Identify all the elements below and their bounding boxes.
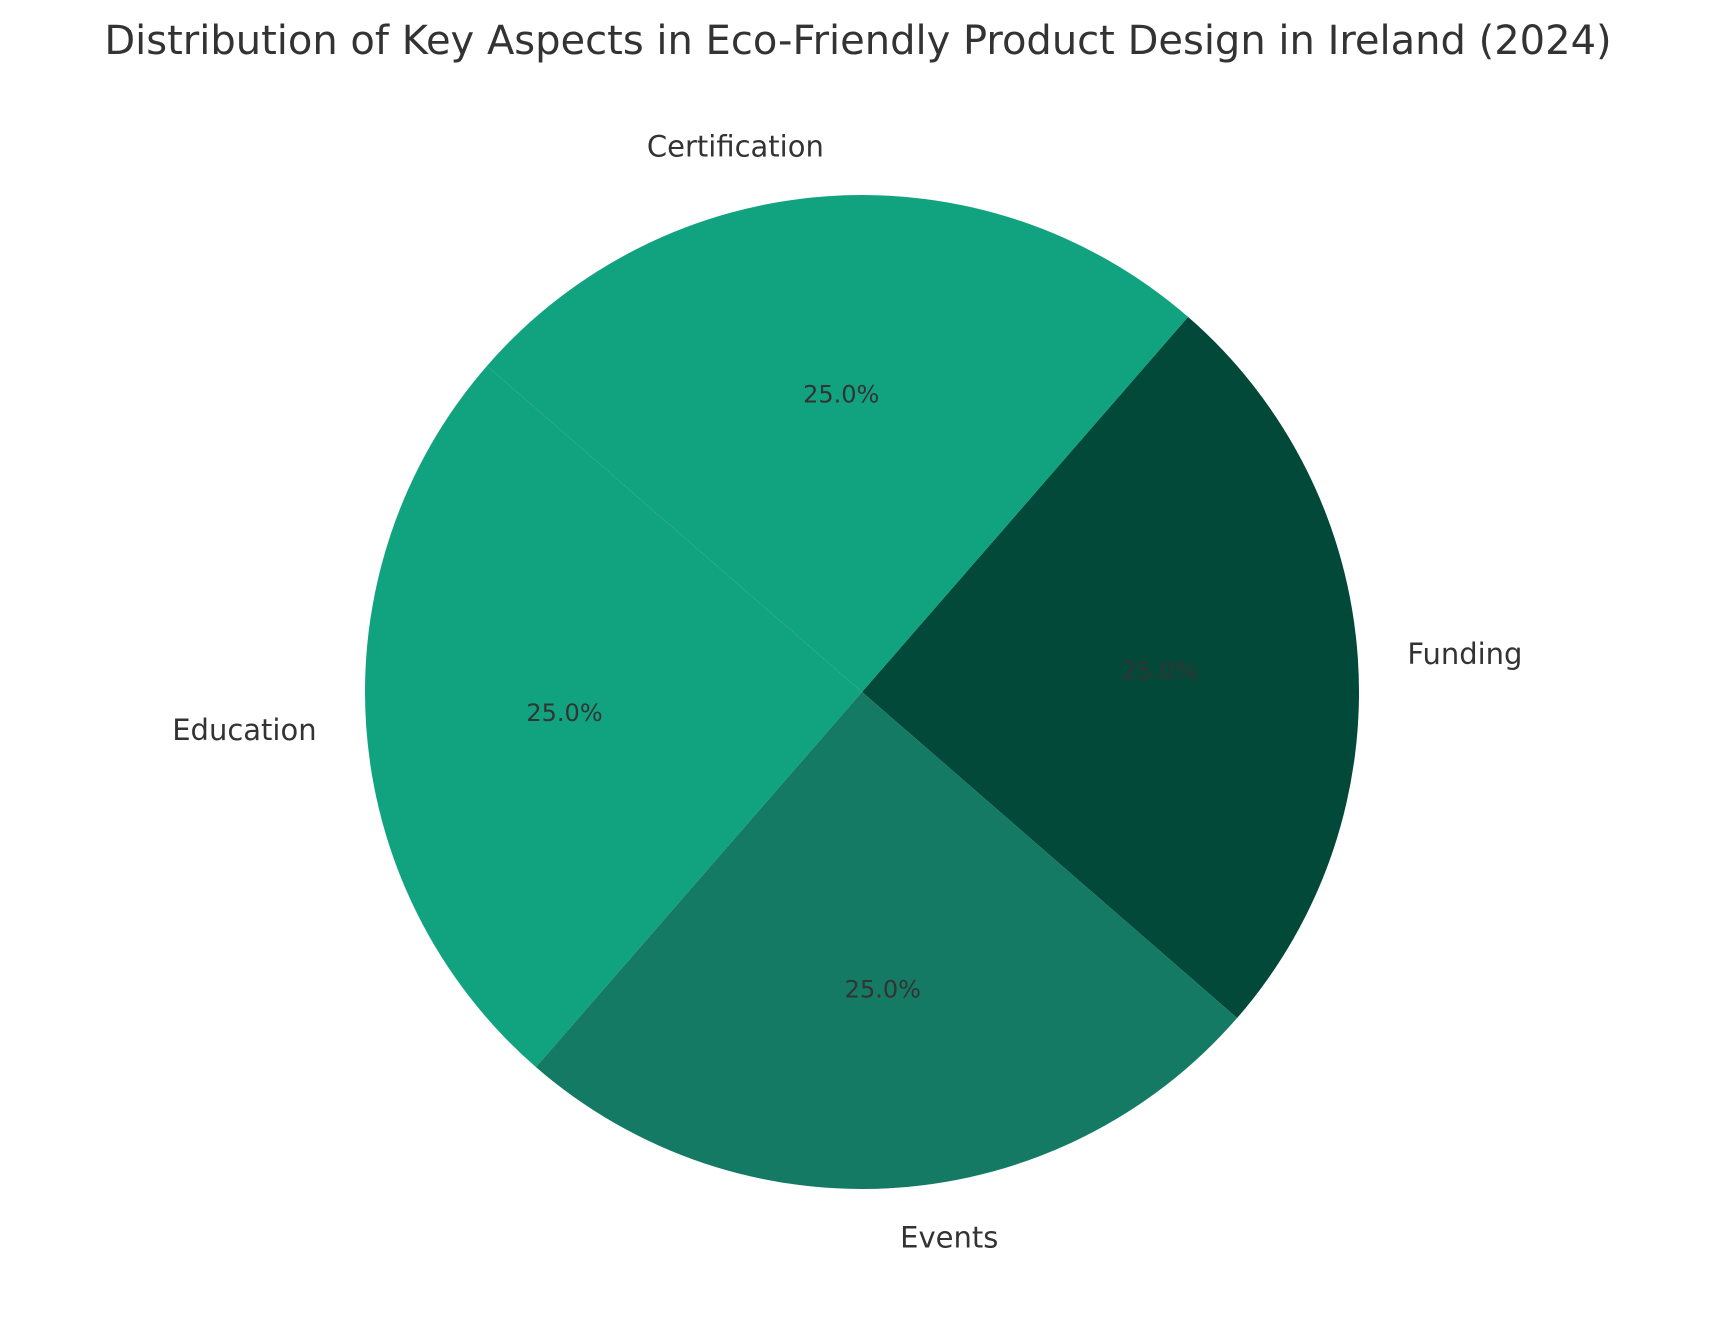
percentage-label-certification: 25.0% [803,381,879,409]
category-label-certification: Certification [647,130,824,164]
percentage-label-education: 25.0% [526,699,602,727]
chart-title: Distribution of Key Aspects in Eco-Frien… [104,18,1611,64]
pie-slice-events [535,692,1238,1189]
percentage-labels: 25.0% 25.0% 25.0% 25.0% [526,381,1197,1004]
pie-slice-funding [862,316,1359,1019]
percentage-label-funding: 25.0% [1121,657,1197,685]
category-label-education: Education [172,713,316,747]
pie-slice-education [364,365,862,1068]
percentage-label-events: 25.0% [845,975,921,1003]
category-label-events: Events [900,1220,998,1254]
pie-slices [364,195,1359,1189]
category-label-funding: Funding [1407,637,1522,671]
pie-slice-certification [486,195,1189,692]
category-labels: Funding Certification Education Events [172,130,1522,1255]
